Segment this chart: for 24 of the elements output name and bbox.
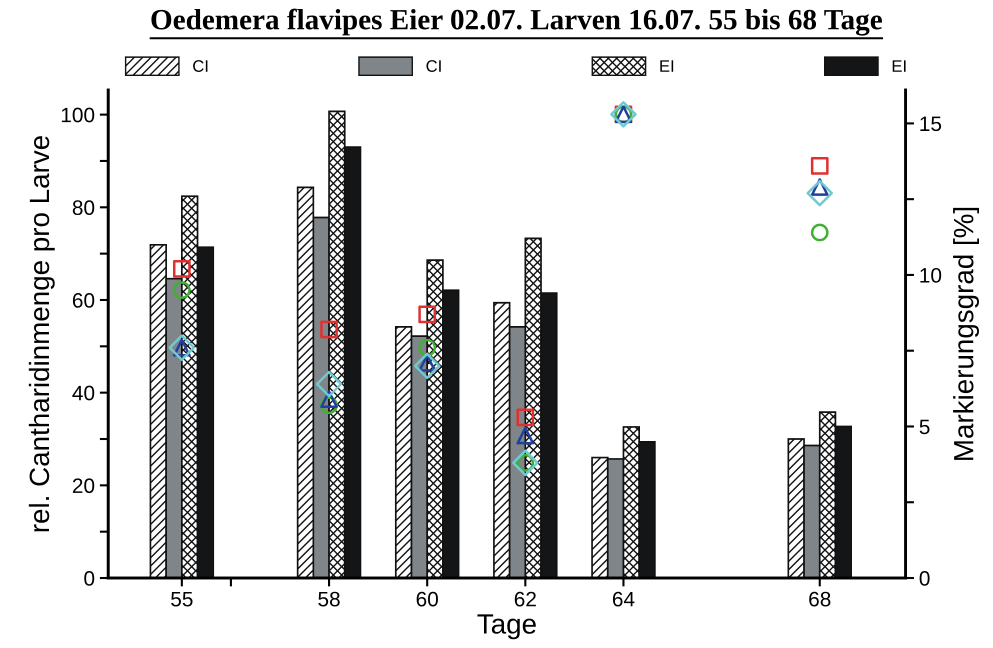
y-tick-label: 40 [72,386,94,400]
chart-title: Oedemera flavipes Eier 02.07. Larven 16.07. 55 bis 68 Tage [151,8,882,36]
legend-label: EI [660,60,674,72]
y-tick-label: 60 [72,292,94,308]
y2-tick-label: 5 [920,420,930,434]
x-tick-label: 58 [318,592,340,607]
legend-label: CI [426,60,441,72]
x-tick-label: 64 [612,592,634,607]
x-tick-label: 68 [809,592,830,607]
x-tick-label: 62 [514,592,536,607]
y-axis-title: rel. Cantharidinmenge pro Larve [28,136,55,532]
y-tick-label: 80 [72,200,94,216]
legend-label: CI [193,60,208,72]
x-tick-label: 55 [171,592,193,607]
y-tick-label: 0 [84,571,94,586]
y-tick-label: 100 [62,108,94,122]
y2-tick-label: 10 [920,268,942,283]
x-tick-label: 60 [416,592,438,607]
y2-axis-title: Markierungsgrad [%] [953,208,979,460]
y-tick-label: 20 [72,478,94,494]
y2-tick-label: 0 [920,571,930,586]
y2-tick-label: 15 [920,116,942,132]
x-axis-title: Tage [477,614,536,640]
legend-label: EI [892,60,906,72]
